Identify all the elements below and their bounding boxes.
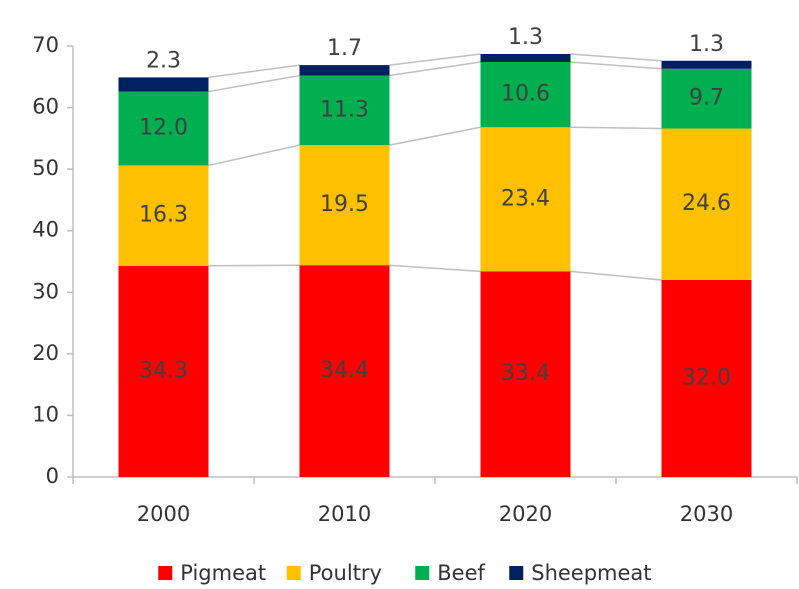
data-label: 23.4 [501, 186, 550, 211]
legend-swatch [158, 566, 173, 580]
bar-segment [661, 128, 752, 280]
legend-label: Beef [437, 561, 485, 585]
x-tick-label: 2010 [318, 502, 371, 526]
y-tick-label: 70 [32, 33, 59, 57]
connector [208, 144, 300, 167]
bar-segment [661, 279, 752, 477]
legend-swatch [286, 566, 301, 580]
connector [389, 126, 481, 146]
data-label: 33.4 [501, 361, 550, 386]
bar-segment [118, 265, 209, 477]
data-label: 9.7 [689, 86, 724, 111]
y-tick-label: 50 [32, 156, 59, 180]
connector [570, 126, 662, 130]
connector [208, 264, 300, 267]
data-label: 2.3 [146, 48, 181, 73]
bar-segment [480, 271, 571, 477]
data-label: 1.7 [327, 36, 362, 61]
legend-swatch [415, 566, 430, 580]
y-tick-label: 40 [32, 218, 59, 242]
legend-label: Poultry [309, 561, 382, 585]
bar-segment [480, 127, 571, 272]
y-tick-label: 20 [32, 341, 59, 365]
data-label: 34.4 [320, 358, 369, 383]
bar-segment [661, 68, 752, 129]
y-tick-label: 60 [32, 95, 59, 119]
bar-segment [118, 165, 209, 266]
data-label: 1.3 [508, 25, 543, 50]
x-tick-label: 2030 [680, 502, 733, 526]
connector [389, 264, 481, 273]
bar-segment [299, 265, 390, 477]
x-tick-label: 2000 [137, 502, 190, 526]
legend-label: Sheepmeat [531, 561, 651, 585]
y-tick-label: 0 [46, 464, 59, 488]
legend-swatch [509, 566, 524, 580]
bar-segment [118, 77, 209, 92]
bar-segment [480, 62, 571, 128]
legend-label: Pigmeat [180, 561, 266, 585]
bar-segment [480, 54, 571, 63]
data-label: 11.3 [320, 97, 369, 122]
data-label: 32.0 [682, 365, 731, 390]
bar-segment [118, 91, 209, 166]
data-label: 24.6 [682, 191, 731, 216]
connector [208, 64, 300, 79]
bar-segment [661, 60, 752, 69]
bar-segment [299, 75, 390, 146]
data-label: 12.0 [139, 116, 188, 141]
connector [208, 74, 300, 93]
bar-segment [299, 65, 390, 76]
y-tick-label: 10 [32, 402, 59, 426]
data-label: 19.5 [320, 192, 369, 217]
data-label: 34.3 [139, 358, 188, 383]
data-label: 16.3 [139, 203, 188, 228]
bar-segment [299, 145, 390, 266]
x-tick-label: 2020 [499, 502, 552, 526]
connector [570, 61, 662, 70]
y-tick-label: 30 [32, 279, 59, 303]
connector [570, 270, 662, 281]
connector [389, 53, 481, 66]
connector [570, 53, 662, 62]
connector [389, 61, 481, 77]
data-label: 1.3 [689, 32, 724, 57]
data-label: 10.6 [501, 82, 550, 107]
